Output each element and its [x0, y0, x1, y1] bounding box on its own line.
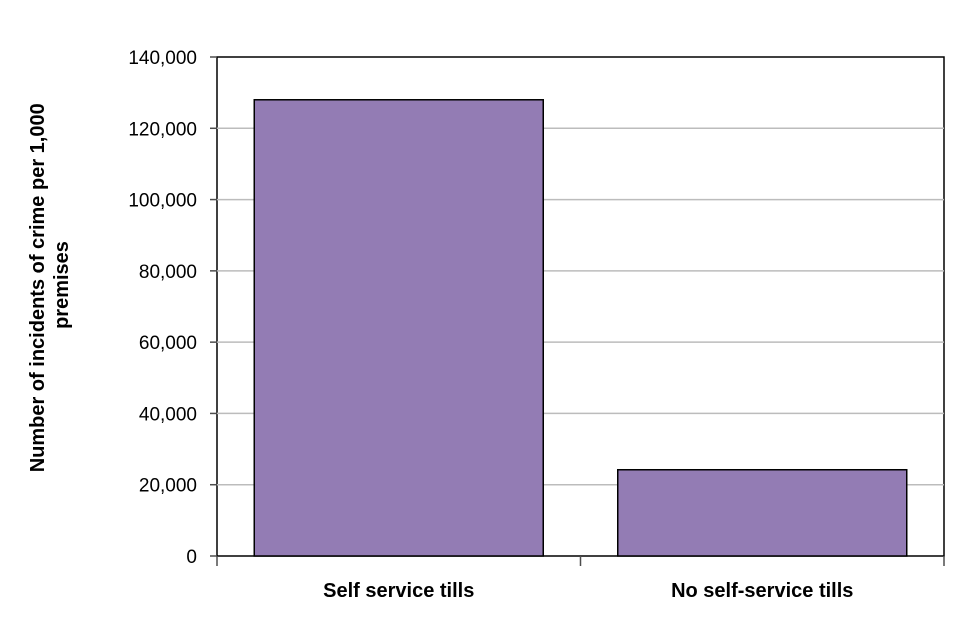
- y-tick-label: 120,000: [128, 119, 197, 140]
- y-axis-title: Number of incidents of crime per 1,000 p…: [27, 98, 73, 473]
- y-tick-label: 0: [186, 547, 197, 568]
- y-tick-label: 100,000: [128, 191, 197, 212]
- x-category-label: Self service tills: [323, 580, 474, 602]
- x-category-labels: Self service tills No self-service tills: [323, 580, 853, 602]
- y-tick-label: 60,000: [139, 333, 197, 354]
- bar: [253, 99, 544, 557]
- bars: [253, 99, 908, 557]
- bar: [617, 468, 908, 557]
- y-tick-label: 20,000: [139, 476, 197, 497]
- y-tick-labels: 0 20,000 40,000 60,000 80,000 100,000 120,000 1…: [128, 48, 197, 568]
- y-tick-label: 80,000: [139, 262, 197, 283]
- y-tick-label: 40,000: [139, 404, 197, 425]
- y-axis-title-line-1: Number of incidents of crime per 1,000: [27, 103, 49, 472]
- x-category-label: No self-service tills: [671, 580, 853, 602]
- y-tick-label: 140,000: [128, 48, 197, 69]
- y-axis-title-line-2: premises: [51, 241, 73, 329]
- axes: [210, 56, 945, 566]
